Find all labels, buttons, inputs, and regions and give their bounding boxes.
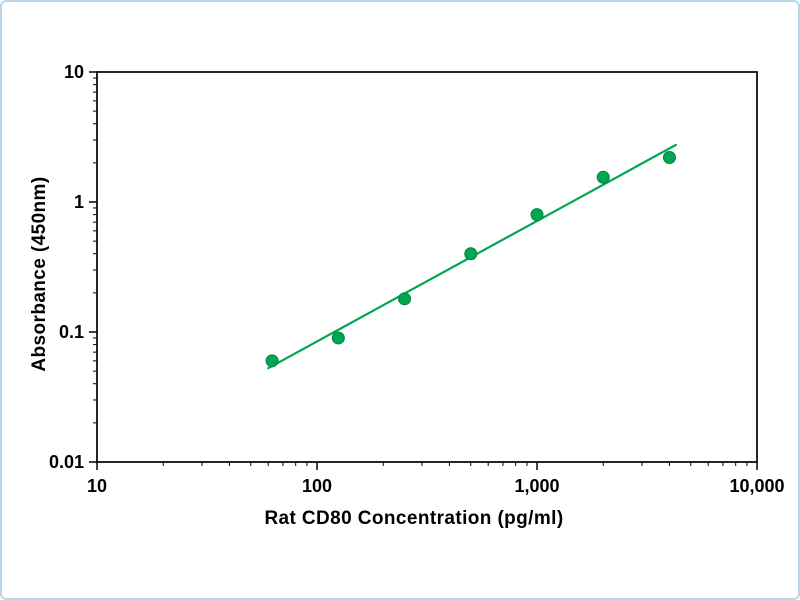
data-point <box>398 292 412 306</box>
y-tick-label: 0.1 <box>59 322 84 342</box>
y-tick-label: 1 <box>74 192 84 212</box>
data-point <box>662 150 676 164</box>
data-point <box>464 247 478 261</box>
y-tick-label: 10 <box>64 62 84 82</box>
y-tick-label: 0.01 <box>49 452 84 472</box>
x-tick-label: 1,000 <box>514 476 559 496</box>
data-point <box>331 331 345 345</box>
data-point <box>596 170 610 184</box>
x-axis-label: Rat CD80 Concentration (pg/ml) <box>264 508 564 529</box>
x-tick-label: 10,000 <box>729 476 784 496</box>
plot-frame <box>96 71 758 463</box>
data-point <box>530 208 544 222</box>
x-tick-label: 100 <box>302 476 332 496</box>
data-point <box>265 354 279 368</box>
x-tick-label: 10 <box>87 476 107 496</box>
